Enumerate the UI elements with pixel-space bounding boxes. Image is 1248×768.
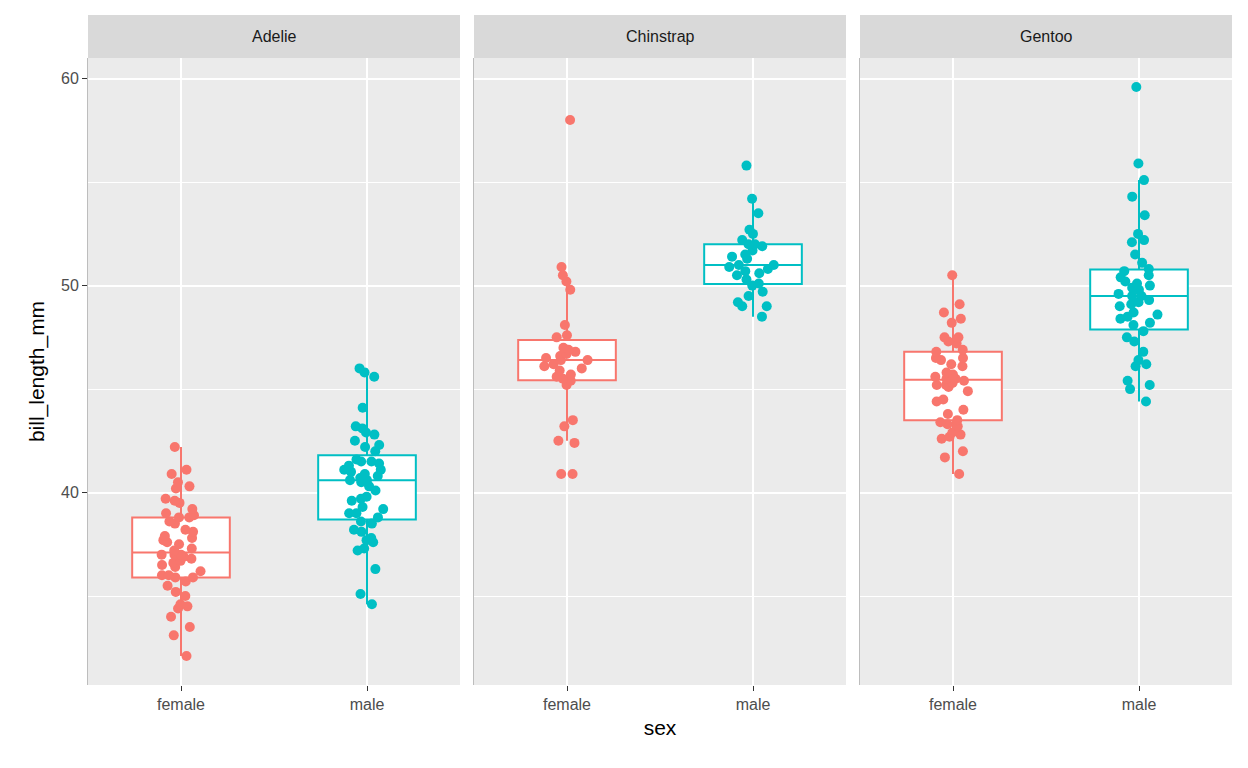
- svg-text:female: female: [543, 696, 591, 713]
- svg-text:50: 50: [61, 277, 79, 294]
- svg-text:female: female: [929, 696, 977, 713]
- svg-text:sex: sex: [644, 716, 677, 739]
- svg-text:female: female: [157, 696, 205, 713]
- svg-text:bill_length_mm: bill_length_mm: [25, 301, 49, 442]
- svg-text:male: male: [350, 696, 385, 713]
- svg-text:male: male: [1122, 696, 1157, 713]
- svg-text:40: 40: [61, 484, 79, 501]
- svg-text:60: 60: [61, 70, 79, 87]
- svg-text:male: male: [736, 696, 771, 713]
- svg-text:Adelie: Adelie: [252, 28, 297, 45]
- svg-text:Chinstrap: Chinstrap: [626, 28, 695, 45]
- svg-text:Gentoo: Gentoo: [1020, 28, 1073, 45]
